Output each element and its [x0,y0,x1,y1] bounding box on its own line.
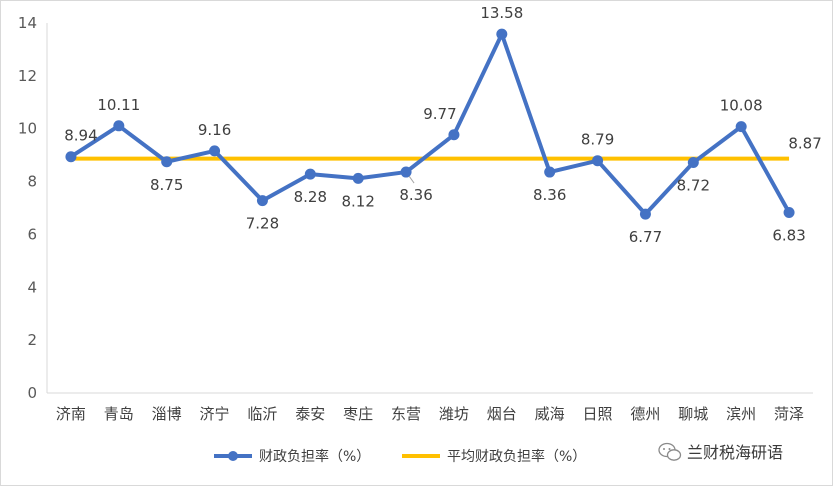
data-label: 8.28 [294,188,327,206]
x-category-label: 德州 [630,405,660,423]
series-markers [65,28,795,220]
x-category-label: 青岛 [104,405,134,423]
data-label: 8.36 [399,186,432,204]
data-label: 9.77 [423,105,456,123]
average-data-label: 8.87 [788,135,821,153]
series-point [256,195,268,207]
legend-item-series: 财政负担率（%） [214,448,370,465]
y-tick-label: 8 [27,173,37,191]
x-category-label: 滨州 [726,405,756,423]
data-label: 13.58 [480,4,523,22]
y-tick-label: 2 [27,331,37,349]
data-label: 9.16 [198,121,231,139]
data-label: 8.75 [150,176,183,194]
series-point [544,166,556,178]
series-point [448,129,460,141]
series-point [783,206,795,218]
y-tick-label: 12 [18,67,37,85]
x-category-labels: 济南 青岛 淄博 济宁 临沂 泰安 枣庄 东营 潍坊 烟台 威海 日照 德州 聊… [56,405,804,423]
data-label: 7.28 [246,215,279,233]
y-tick-label: 0 [27,384,37,402]
x-category-label: 威海 [535,405,565,423]
x-category-label: 东营 [391,405,421,423]
series-point [161,156,173,168]
data-labels: 8.94 10.11 8.75 9.16 7.28 8.28 8.12 8.36… [64,4,822,246]
data-label: 8.72 [677,177,710,195]
series-point [687,157,699,169]
x-category-label: 潍坊 [439,405,469,423]
series-point [639,208,651,220]
series-point [400,166,412,178]
x-category-label: 泰安 [295,405,325,423]
wechat-icon [658,442,682,461]
series-point [352,172,364,184]
y-tick-label: 4 [27,278,37,296]
x-category-label: 枣庄 [343,405,373,423]
x-category-label: 烟台 [487,405,517,423]
leader-line [408,175,415,184]
y-tick-label: 10 [18,120,37,138]
y-tick-label: 14 [18,14,37,32]
legend: 财政负担率（%） 平均财政负担率（%） [214,448,586,465]
series-point [592,155,604,167]
x-category-label: 聊城 [678,405,708,423]
data-label: 8.94 [64,127,97,145]
series-point [735,121,747,133]
x-category-label: 济南 [56,405,86,423]
x-category-label: 济宁 [200,405,230,423]
data-label: 6.83 [772,226,805,244]
series-point [304,168,316,180]
series-point [496,28,508,40]
data-label: 10.08 [720,97,763,115]
axes [46,23,813,394]
series-point [113,120,125,132]
series-line [69,32,791,217]
y-tick-label: 6 [27,225,37,243]
data-label: 8.12 [341,192,374,210]
data-label: 6.77 [629,228,662,246]
legend-marker [228,451,238,461]
watermark-text: 兰财税海研语 [687,443,783,462]
legend-item-average: 平均财政负担率（%） [402,448,586,465]
data-label: 8.36 [533,186,566,204]
x-category-label: 菏泽 [774,405,804,423]
legend-label-average: 平均财政负担率（%） [447,448,586,465]
x-category-label: 临沂 [247,405,277,423]
x-category-label: 淄博 [152,405,182,423]
data-label: 10.11 [97,96,140,114]
y-tick-labels: 0 2 4 6 8 10 12 14 [18,14,37,402]
watermark: 兰财税海研语 [658,442,783,462]
legend-label-series: 财政负担率（%） [259,448,370,465]
x-category-label: 日照 [583,405,613,423]
data-label: 8.79 [581,131,614,149]
series-point [209,145,221,157]
series-point [65,151,77,163]
